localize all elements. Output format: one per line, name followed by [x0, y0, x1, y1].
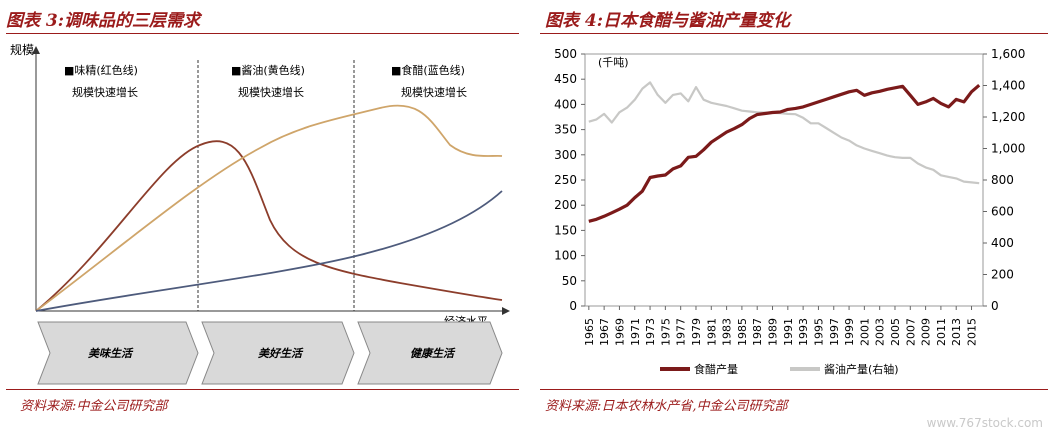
- series-soy-line: [35, 104, 503, 312]
- annotation-vinegar-2: 规模快速增长: [401, 85, 467, 99]
- left-axis-tick-label: 100: [554, 249, 577, 263]
- x-axis-tick-label: 2009: [920, 318, 933, 346]
- right-axis-tick-label: 200: [991, 268, 1014, 282]
- x-axis-tick-label: 2003: [874, 318, 887, 346]
- right-data-chart: 0 50 100 150 200 250 300 350 400 450 500 0 200 400 600…: [554, 47, 1025, 376]
- x-axis-tick-label: 2013: [950, 318, 963, 346]
- x-axis-tick-label: 2011: [935, 318, 948, 346]
- right-axis-tick-label: 1,200: [991, 110, 1025, 124]
- watermark-text: www.767stock.com: [926, 416, 1043, 430]
- left-title-rule: [6, 33, 519, 34]
- left-source-rule: [6, 389, 519, 390]
- annotation-msg-1: ■味精(红色线): [64, 63, 138, 77]
- right-legend: 食醋产量 酱油产量(右轴): [660, 362, 899, 376]
- x-axis-tick-label: 1993: [797, 318, 810, 346]
- right-axis-tick-label: 1,600: [991, 47, 1025, 61]
- right-axis-tick-label: 1,400: [991, 79, 1025, 93]
- left-concept-chart: 规模 经济水平 ■味精(红色线) 规模快速增长 ■酱油(黄色线) 规模快速增长 …: [10, 42, 510, 385]
- left-axis-tick-label: 0: [569, 299, 577, 313]
- left-axis-tick-label: 200: [554, 198, 577, 212]
- series-vinegar-line: [35, 190, 503, 312]
- legend-soy-label: 酱油产量(右轴): [824, 362, 899, 376]
- x-axis-tick-label: 1977: [675, 318, 688, 346]
- legend-vinegar-label: 食醋产量: [694, 362, 738, 376]
- stage-label-3: 健康生活: [410, 347, 456, 360]
- x-axis-tick-label: 1983: [721, 318, 734, 346]
- x-axis-tick-label: 1985: [736, 318, 749, 346]
- annotation-soy-1: ■酱油(黄色线): [231, 63, 305, 77]
- annotation-msg-2: 规模快速增长: [72, 85, 138, 99]
- x-axis-tick-label: 1969: [613, 318, 626, 346]
- left-source-note: 资料来源:中金公司研究部: [20, 399, 168, 414]
- left-axis-tick-label: 450: [554, 72, 577, 86]
- stage-label-1: 美味生活: [88, 347, 134, 360]
- x-axis-tick-label: 1975: [659, 318, 672, 346]
- right-plot-frame: [584, 53, 984, 307]
- right-unit-label: (千吨): [598, 56, 629, 69]
- x-axis-tick-label: 1979: [690, 318, 703, 346]
- stage-chevron-3: 健康生活: [357, 321, 503, 385]
- right-chart-title: 图表 4:日本食醋与酱油产量变化: [545, 11, 791, 31]
- x-axis-tick-label: 1997: [828, 318, 841, 346]
- series-soy-production-line: [588, 81, 980, 185]
- x-axis-tick-label: 1973: [644, 318, 657, 346]
- right-axis-tick-label: 1,000: [991, 142, 1025, 156]
- right-axis-tick-label: 800: [991, 173, 1014, 187]
- left-axis-tick-label: 300: [554, 148, 577, 162]
- left-y-label: 规模: [10, 42, 34, 57]
- stage-chevron-2: 美好生活: [201, 321, 355, 385]
- x-axis-tick-label: 1999: [843, 318, 856, 346]
- left-axis-tick-label: 400: [554, 97, 577, 111]
- x-axis-tick-label: 1995: [812, 318, 825, 346]
- stage-label-2: 美好生活: [258, 347, 304, 360]
- x-axis-tick-label: 1965: [583, 318, 596, 346]
- right-source-note: 资料来源:日本农林水产省,中金公司研究部: [545, 399, 788, 414]
- left-axis-tick-label: 150: [554, 223, 577, 237]
- x-axis-tick-label: 1981: [705, 318, 718, 346]
- annotation-vinegar-1: ■食醋(蓝色线): [391, 63, 465, 77]
- x-axis-tick-label: 1967: [598, 318, 611, 346]
- x-axis-tick-label: 1991: [782, 318, 795, 346]
- stage-chevron-1: 美味生活: [37, 321, 199, 385]
- x-axis-tick-label: 2005: [889, 318, 902, 346]
- left-axis-tick-label: 250: [554, 173, 577, 187]
- left-axis-tick-label: 50: [562, 274, 577, 288]
- right-axis-tick-label: 400: [991, 236, 1014, 250]
- left-axis-tick-label: 500: [554, 47, 577, 61]
- x-axis-tick-label: 1971: [629, 318, 642, 346]
- annotation-soy-2: 规模快速增长: [238, 85, 304, 99]
- series-vinegar-production-line: [588, 83, 981, 223]
- right-title-rule: [540, 33, 1048, 34]
- x-axis-tick-label: 2001: [858, 318, 871, 346]
- x-axis-tick-label: 2015: [966, 318, 979, 346]
- x-axis-tick-label: 2007: [904, 318, 917, 346]
- x-axis-tick-label: 1987: [751, 318, 764, 346]
- right-axis-tick-label: 0: [991, 299, 999, 313]
- right-source-rule: [540, 389, 1048, 390]
- right-axis-tick-label: 600: [991, 205, 1014, 219]
- x-axis-tick-label: 1989: [767, 318, 780, 346]
- left-chart-title: 图表 3:调味品的三层需求: [6, 11, 201, 31]
- left-axis-tick-label: 350: [554, 123, 577, 137]
- series-msg-line: [35, 140, 503, 312]
